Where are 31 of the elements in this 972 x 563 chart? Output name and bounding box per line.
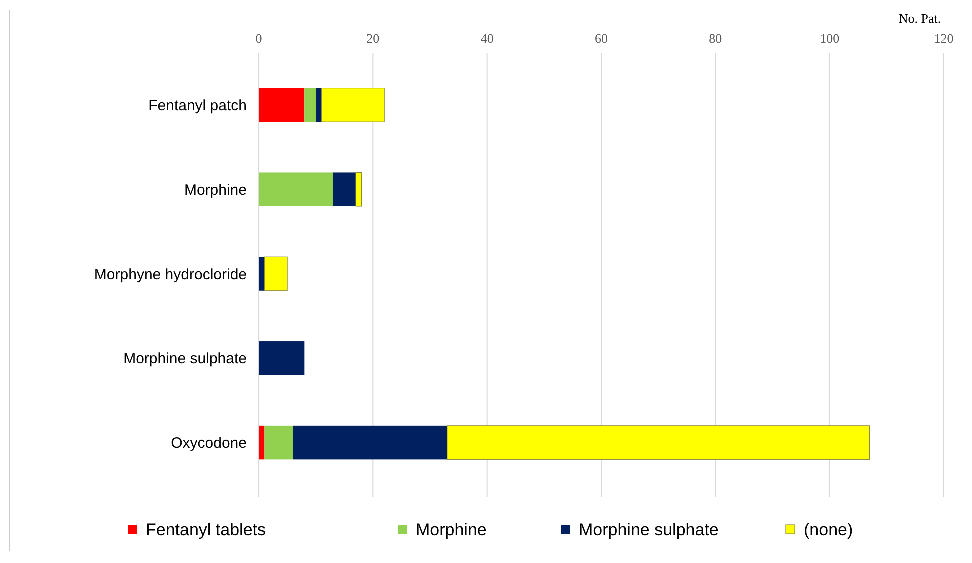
x-tick-label: 20 bbox=[366, 31, 380, 46]
x-tick-label: 60 bbox=[595, 31, 608, 46]
bar bbox=[259, 172, 334, 206]
x-tick-label: 40 bbox=[480, 31, 494, 46]
legend-label: (none) bbox=[804, 520, 854, 540]
y-tick-label: Morphyne hydrocloride bbox=[94, 266, 247, 284]
x-tick-label: 0 bbox=[256, 31, 262, 46]
y-tick-label: Morphine bbox=[184, 182, 247, 199]
y-tick-label: Morphine sulphate bbox=[124, 350, 247, 368]
x-tick-label: 80 bbox=[709, 31, 722, 46]
legend-label: Morphine sulphate bbox=[579, 520, 719, 540]
bar bbox=[259, 342, 305, 376]
y-tick-label: Oxycodone bbox=[171, 435, 247, 452]
bar bbox=[259, 426, 265, 460]
legend-label: Morphine bbox=[416, 520, 487, 540]
bar bbox=[447, 426, 870, 460]
y-tick-label: Fentanyl patch bbox=[148, 97, 247, 114]
bar bbox=[333, 172, 356, 206]
bar bbox=[356, 172, 362, 207]
x-tick-label: 120 bbox=[934, 31, 954, 46]
bar bbox=[264, 256, 288, 292]
bar bbox=[316, 88, 322, 122]
bar bbox=[259, 257, 265, 291]
legend-label: Fentanyl tablets bbox=[146, 520, 266, 540]
bar bbox=[264, 426, 294, 460]
x-axis-title: No. Pat. bbox=[898, 11, 942, 26]
bar bbox=[304, 88, 316, 122]
bar bbox=[259, 88, 305, 122]
bar bbox=[321, 88, 385, 122]
bar bbox=[293, 426, 448, 460]
x-tick-label: 100 bbox=[820, 31, 840, 46]
